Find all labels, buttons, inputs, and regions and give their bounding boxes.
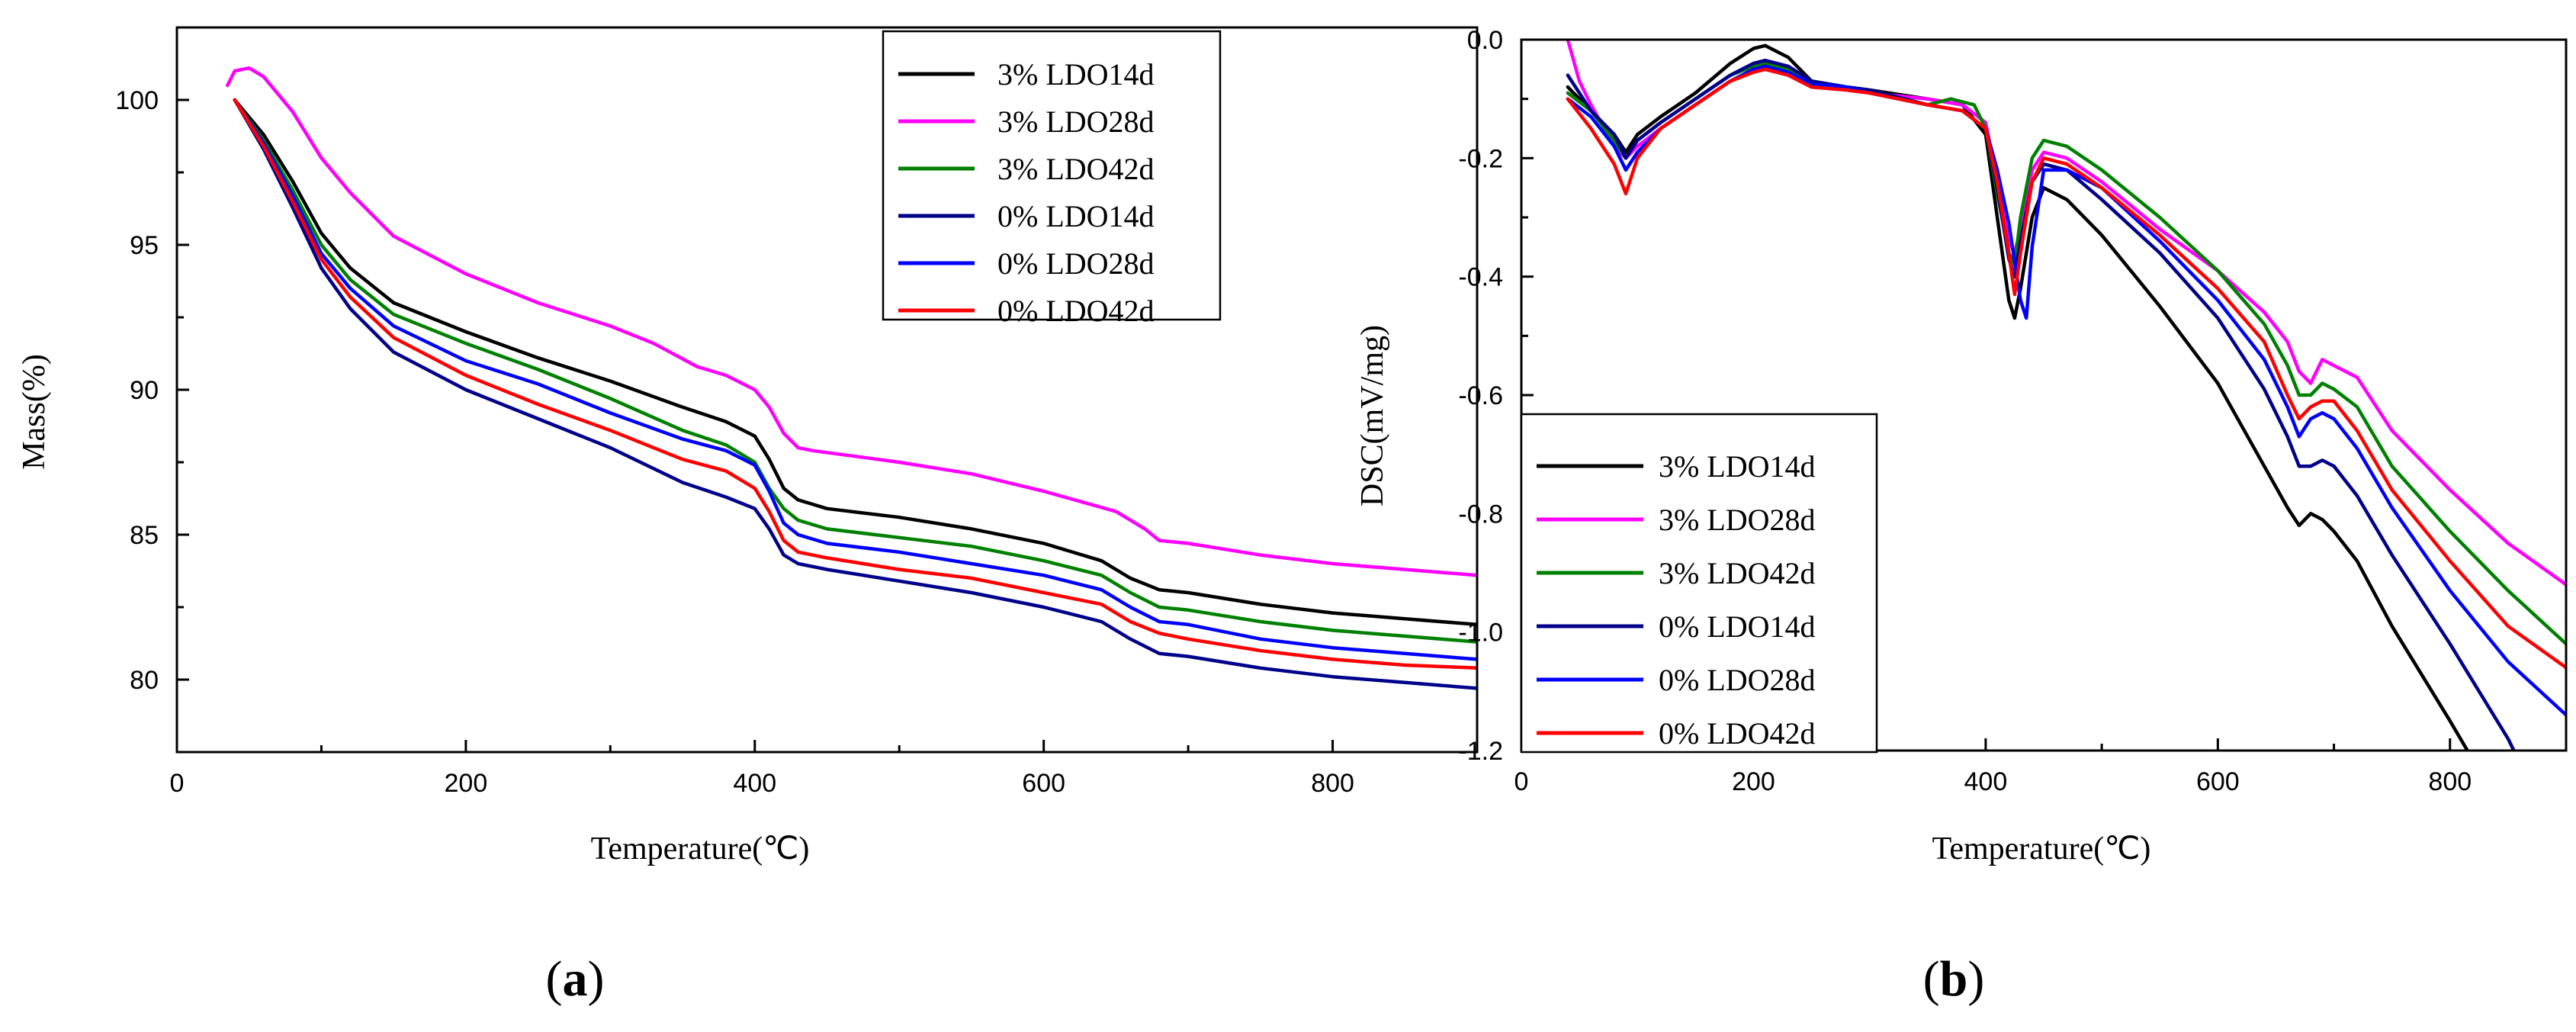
legend-label: 0% LDO14d (1659, 609, 1816, 644)
series-group (226, 66, 1477, 690)
series-line-3-ldo42d (233, 98, 1477, 644)
legend: 3% LDO14d 3% LDO28d 3% LDO42d 0% LDO14d 0% L… (882, 30, 1222, 328)
y-tick-label: 0.0 (1467, 26, 1503, 55)
legend-label: 0% LDO14d (997, 199, 1155, 233)
y-tick-label: -1.0 (1458, 619, 1503, 648)
series-line-0-ldo14d (233, 98, 1477, 690)
panel-a-mass-chart: 0 200 400 600 800 80 85 90 95 100 Temperature(℃) Ma… (17, 26, 1479, 1007)
y-tick-label: 80 (130, 666, 159, 695)
series-line-3-ldo14d (233, 98, 1477, 627)
x-tick-label: 400 (1964, 767, 2008, 796)
y-tick-label: -1.2 (1458, 737, 1503, 766)
y-axis-title: DSC(mV/mg) (1355, 325, 1390, 506)
y-tick-label: -0.4 (1458, 263, 1503, 292)
legend: 3% LDO14d 3% LDO28d 3% LDO42d 0% LDO14d 0% L… (1520, 413, 1878, 754)
x-axis-title: Temperature(℃) (1932, 831, 2151, 866)
x-tick-label: 200 (445, 769, 488, 798)
legend-box (1520, 413, 1878, 754)
legend-label: 3% LDO28d (1659, 503, 1816, 537)
x-tick-label: 800 (1311, 769, 1354, 798)
plot-frame (175, 26, 1479, 754)
y-tick-label: -0.8 (1458, 500, 1503, 529)
legend-label: 3% LDO14d (997, 57, 1155, 92)
legend-label: 3% LDO42d (997, 152, 1155, 186)
series-line-0-ldo28d (233, 98, 1477, 661)
legend-label: 3% LDO28d (997, 104, 1155, 139)
y-tick-label: 95 (130, 231, 159, 260)
y-tick-label: 90 (130, 376, 159, 405)
y-tick-label: 100 (115, 86, 159, 115)
legend-label: 3% LDO42d (1659, 556, 1816, 590)
y-tick-label: -0.2 (1458, 144, 1503, 173)
series-line-0-ldo42d (1566, 67, 2566, 670)
legend-box (882, 30, 1222, 321)
y-tick-label: -0.6 (1458, 381, 1503, 410)
legend-label: 0% LDO42d (997, 294, 1155, 328)
panel-b-dsc-chart: 0 200 400 600 800 0.0 -0.2 -0.4 -0.6 -0.8 -1.0 -1.2… (1355, 26, 2568, 1007)
series-line-3-ldo28d (226, 66, 1477, 577)
x-tick-label: 600 (1022, 769, 1065, 798)
x-tick-label: 0 (170, 769, 185, 798)
panel-label: (a) (546, 951, 605, 1007)
legend-label: 0% LDO28d (997, 246, 1155, 281)
series-group (1566, 40, 2566, 751)
series-line-3-ldo14d (1566, 43, 2469, 751)
legend-label: 0% LDO28d (1659, 663, 1816, 697)
legend-label: 0% LDO42d (1659, 716, 1816, 751)
y-tick-label: 85 (130, 521, 159, 550)
x-tick-label: 200 (1732, 767, 1775, 796)
legend-label: 3% LDO14d (1659, 449, 1816, 484)
x-tick-label: 0 (1514, 767, 1529, 796)
y-axis-title: Mass(%) (17, 354, 52, 470)
x-tick-label: 600 (2196, 767, 2240, 796)
x-tick-label: 800 (2428, 767, 2472, 796)
panel-label: (b) (1923, 951, 1985, 1007)
series-line-0-ldo42d (233, 98, 1477, 670)
x-axis-title: Temperature(℃) (591, 831, 810, 866)
x-tick-label: 400 (733, 769, 776, 798)
